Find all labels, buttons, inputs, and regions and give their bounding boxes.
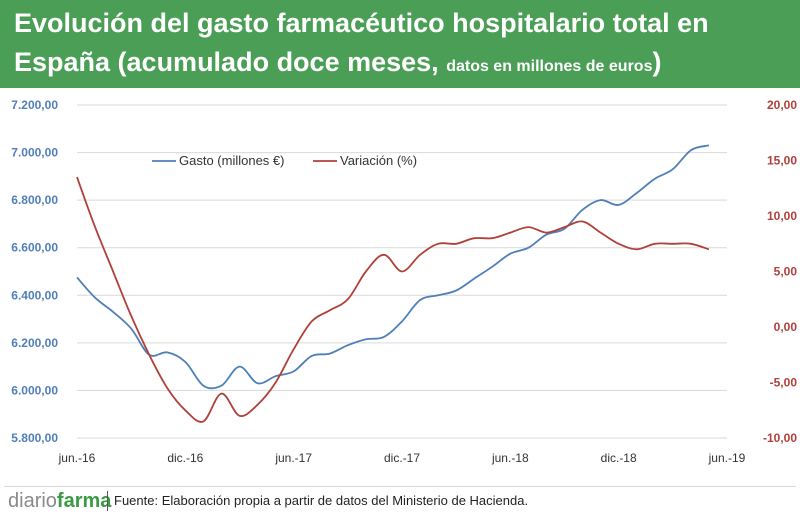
y-left-tick-label: 6.800,00 <box>11 193 58 207</box>
y-right-tick-label: -5,00 <box>770 376 798 390</box>
source-note: Fuente: Elaboración propia a partir de d… <box>114 493 529 508</box>
y-right-tick-label: 10,00 <box>767 209 797 223</box>
y-right-tick-label: 15,00 <box>767 154 797 168</box>
x-tick-label: jun.-18 <box>491 451 529 465</box>
series-line-gasto <box>76 144 710 390</box>
legend-item-gasto: Gasto (millones €) <box>179 153 284 168</box>
brand-part-b: farma <box>56 490 112 512</box>
title-close: ) <box>652 47 662 77</box>
chart-area: 5.800,00 6.000,00 6.200,00 6.400,00 6.600,00… <box>0 88 800 488</box>
title-main: Evolución del gasto farmacéutico hospita… <box>14 8 709 77</box>
footer-divider <box>4 486 796 487</box>
y-left-tick-label: 7.000,00 <box>11 146 58 160</box>
y-left-tick-label: 6.600,00 <box>11 241 58 255</box>
line-chart: 5.800,00 6.000,00 6.200,00 6.400,00 6.600,00… <box>11 98 798 465</box>
y-left-tick-label: 6.200,00 <box>11 336 58 350</box>
brand-logo: diariofarma <box>8 488 111 514</box>
y-right-tick-label: 0,00 <box>774 320 798 334</box>
y-left-tick-label: 6.000,00 <box>11 383 58 397</box>
footer-separator <box>107 491 108 511</box>
y-right-tick-label: 5,00 <box>774 265 798 279</box>
y-right-tick-label: -10,00 <box>763 431 797 445</box>
title-units: datos en millones de euros <box>446 58 653 75</box>
y-left-tick-label: 5.800,00 <box>11 431 58 445</box>
x-tick-label: jun.-17 <box>274 451 312 465</box>
chart-title: Evolución del gasto farmacéutico hospita… <box>14 4 794 86</box>
legend-item-variacion: Variación (%) <box>340 153 417 168</box>
x-tick-label: jun.-19 <box>708 451 746 465</box>
y-right-tick-label: 20,00 <box>767 98 797 112</box>
x-tick-label: dic.-18 <box>601 451 637 465</box>
title-banner: Evolución del gasto farmacéutico hospita… <box>0 0 800 88</box>
x-tick-label: jun.-16 <box>58 451 96 465</box>
y-left-tick-label: 6.400,00 <box>11 288 58 302</box>
y-left-tick-label: 7.200,00 <box>11 98 58 112</box>
series-line-variacion <box>76 176 710 423</box>
footer: diariofarma Fuente: Elaboración propia a… <box>0 488 800 516</box>
x-tick-label: dic.-16 <box>167 451 203 465</box>
brand-part-a: diario <box>8 490 57 512</box>
x-tick-label: dic.-17 <box>384 451 420 465</box>
